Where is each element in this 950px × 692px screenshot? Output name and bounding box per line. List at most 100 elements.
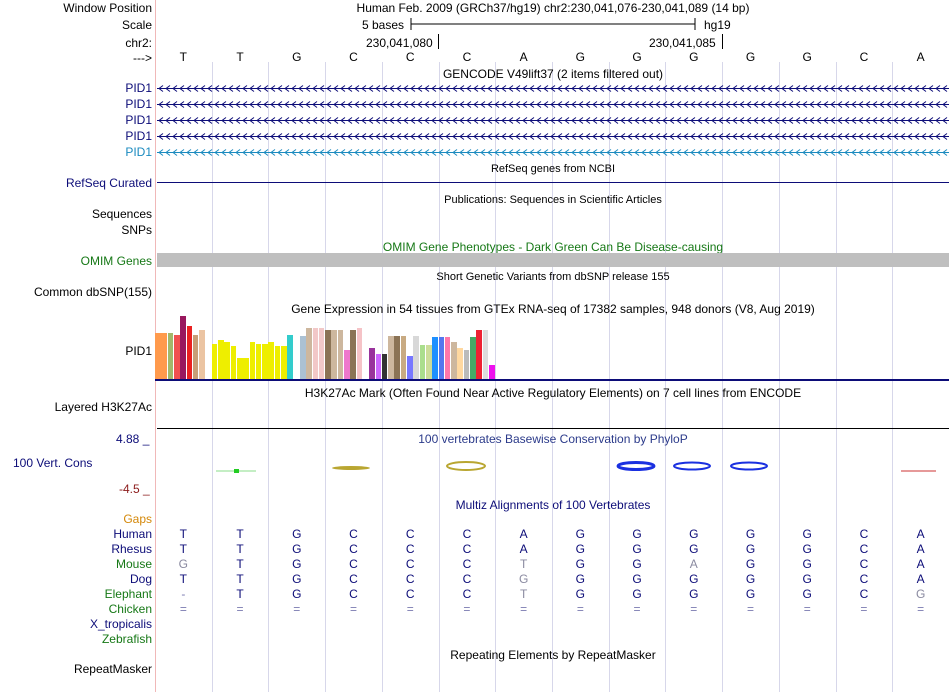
multiz-species-label[interactable]: Dog bbox=[129, 572, 152, 586]
omim-label[interactable]: OMIM Genes bbox=[80, 254, 152, 268]
gencode-transcript-line[interactable] bbox=[157, 132, 949, 141]
gencode-row-label[interactable]: PID1 bbox=[125, 81, 152, 95]
gtex-tissue-bar[interactable] bbox=[173, 335, 180, 380]
gtex-bar-chart[interactable] bbox=[155, 316, 555, 380]
publications-title[interactable]: Publications: Sequences in Scientific Ar… bbox=[444, 194, 662, 206]
gtex-tissue-bar[interactable] bbox=[375, 354, 382, 380]
gencode-title[interactable]: GENCODE V49lift37 (2 items filtered out) bbox=[442, 67, 664, 81]
gtex-tissue-bar[interactable] bbox=[350, 330, 356, 380]
multiz-base: C bbox=[405, 557, 415, 571]
gtex-tissue-bar[interactable] bbox=[337, 330, 344, 380]
gtex-tissue-bar[interactable] bbox=[470, 337, 476, 380]
window-position-value[interactable]: Human Feb. 2009 (GRCh37/hg19) chr2:230,0… bbox=[356, 1, 750, 15]
gtex-tissue-bar[interactable] bbox=[268, 342, 275, 380]
gtex-tissue-bar[interactable] bbox=[407, 356, 413, 380]
h3k27ac-label[interactable]: Layered H3K27Ac bbox=[54, 400, 152, 414]
gtex-tissue-bar[interactable] bbox=[218, 340, 224, 380]
gtex-tissue-bar[interactable] bbox=[325, 330, 331, 380]
phylop-label[interactable]: 100 Vert. Cons bbox=[13, 456, 93, 470]
dbsnp-title[interactable]: Short Genetic Variants from dbSNP releas… bbox=[436, 271, 670, 283]
phylop-logo[interactable] bbox=[156, 455, 950, 477]
gtex-tissue-bar[interactable] bbox=[299, 336, 306, 380]
gtex-tissue-bar[interactable] bbox=[186, 326, 193, 380]
gtex-tissue-bar[interactable] bbox=[432, 337, 438, 380]
refseq-title[interactable]: RefSeq genes from NCBI bbox=[490, 163, 616, 175]
gtex-tissue-bar[interactable] bbox=[331, 330, 338, 380]
reference-base: T bbox=[236, 50, 244, 64]
gtex-tissue-bar[interactable] bbox=[224, 342, 230, 380]
multiz-base: C bbox=[405, 542, 415, 556]
gtex-tissue-bar[interactable] bbox=[425, 345, 432, 380]
multiz-species-label[interactable]: Mouse bbox=[115, 557, 152, 571]
gtex-tissue-bar[interactable] bbox=[287, 335, 293, 380]
gencode-row-label[interactable]: PID1 bbox=[125, 97, 152, 111]
gtex-tissue-bar[interactable] bbox=[457, 348, 464, 380]
gtex-tissue-bar[interactable] bbox=[356, 328, 363, 380]
gtex-tissue-bar[interactable] bbox=[413, 336, 419, 380]
phylop-mark-11 bbox=[730, 461, 768, 471]
dbsnp-label[interactable]: Common dbSNP(155) bbox=[33, 285, 152, 299]
gtex-tissue-bar[interactable] bbox=[318, 328, 325, 380]
gtex-title[interactable]: Gene Expression in 54 tissues from GTEx … bbox=[291, 302, 815, 316]
gtex-tissue-bar[interactable] bbox=[236, 358, 243, 380]
gtex-tissue-bar[interactable] bbox=[381, 354, 388, 380]
gtex-tissue-bar[interactable] bbox=[438, 337, 445, 380]
omim-title[interactable]: OMIM Gene Phenotypes - Dark Green Can Be… bbox=[382, 240, 724, 254]
phylop-title[interactable]: 100 vertebrates Basewise Conservation by… bbox=[418, 432, 688, 446]
multiz-base: C bbox=[859, 542, 869, 556]
h3k27ac-title[interactable]: H3K27Ac Mark (Often Found Near Active Re… bbox=[304, 386, 802, 400]
publications-snps-label[interactable]: SNPs bbox=[121, 223, 152, 237]
gtex-tissue-bar[interactable] bbox=[255, 344, 262, 380]
multiz-species-label[interactable]: Elephant bbox=[104, 587, 152, 601]
multiz-species-label[interactable]: Zebrafish bbox=[101, 632, 152, 646]
gtex-tissue-bar[interactable] bbox=[444, 337, 451, 380]
gencode-row-label[interactable]: PID1 bbox=[125, 129, 152, 143]
gtex-tissue-bar[interactable] bbox=[394, 336, 401, 380]
gtex-label[interactable]: PID1 bbox=[125, 344, 152, 358]
multiz-species-label[interactable]: X_tropicalis bbox=[89, 617, 152, 631]
gtex-tissue-bar[interactable] bbox=[419, 345, 426, 380]
gencode-transcript-line[interactable] bbox=[157, 100, 949, 109]
gtex-tissue-bar[interactable] bbox=[400, 336, 407, 380]
gtex-tissue-bar[interactable] bbox=[249, 342, 256, 380]
gencode-row-label[interactable]: PID1 bbox=[125, 113, 152, 127]
multiz-species-label[interactable]: Rhesus bbox=[111, 542, 152, 556]
repeatmasker-title[interactable]: Repeating Elements by RepeatMasker bbox=[450, 648, 656, 662]
gtex-tissue-bar[interactable] bbox=[388, 336, 394, 380]
gencode-transcript-line[interactable] bbox=[157, 84, 949, 93]
gtex-tissue-bar[interactable] bbox=[451, 342, 457, 380]
multiz-species-label[interactable]: Chicken bbox=[108, 602, 152, 616]
gtex-tissue-bar[interactable] bbox=[167, 333, 174, 380]
gtex-tissue-bar[interactable] bbox=[488, 365, 495, 380]
gtex-tissue-bar[interactable] bbox=[243, 358, 249, 380]
multiz-species-label[interactable]: Human bbox=[113, 527, 152, 541]
gencode-transcript-line[interactable] bbox=[157, 116, 949, 125]
gtex-tissue-bar[interactable] bbox=[192, 335, 199, 380]
multiz-title[interactable]: Multiz Alignments of 100 Vertebrates bbox=[455, 498, 651, 512]
gtex-tissue-bar[interactable] bbox=[306, 328, 312, 380]
gtex-tissue-bar[interactable] bbox=[274, 346, 281, 380]
gtex-tissue-bar[interactable] bbox=[180, 316, 186, 380]
gtex-tissue-bar[interactable] bbox=[344, 350, 350, 380]
refseq-gene-line[interactable] bbox=[157, 182, 949, 183]
gtex-tissue-bar[interactable] bbox=[262, 344, 268, 380]
gtex-tissue-bar[interactable] bbox=[482, 330, 489, 380]
gtex-tissue-bar[interactable] bbox=[312, 328, 319, 380]
gtex-tissue-bar[interactable] bbox=[281, 346, 287, 380]
gtex-tissue-bar[interactable] bbox=[463, 350, 470, 380]
refseq-label[interactable]: RefSeq Curated bbox=[65, 176, 152, 190]
repeatmasker-label[interactable]: RepeatMasker bbox=[73, 662, 152, 676]
gencode-transcript-line[interactable] bbox=[157, 148, 949, 157]
gtex-tissue-bar[interactable] bbox=[199, 330, 205, 380]
multiz-base: G bbox=[292, 542, 302, 556]
gtex-tissue-bar[interactable] bbox=[230, 346, 237, 380]
gencode-row-label[interactable]: PID1 bbox=[125, 145, 152, 159]
gtex-tissue-bar[interactable] bbox=[211, 344, 218, 380]
publications-sequences-label[interactable]: Sequences bbox=[91, 207, 152, 221]
gtex-tissue-bar[interactable] bbox=[155, 333, 161, 380]
omim-feature-bar[interactable] bbox=[157, 253, 949, 267]
gtex-tissue-bar[interactable] bbox=[161, 333, 167, 380]
gtex-tissue-bar[interactable] bbox=[369, 348, 375, 380]
gtex-tissue-bar[interactable] bbox=[476, 330, 482, 380]
multiz-gaps-label[interactable]: Gaps bbox=[123, 512, 152, 526]
